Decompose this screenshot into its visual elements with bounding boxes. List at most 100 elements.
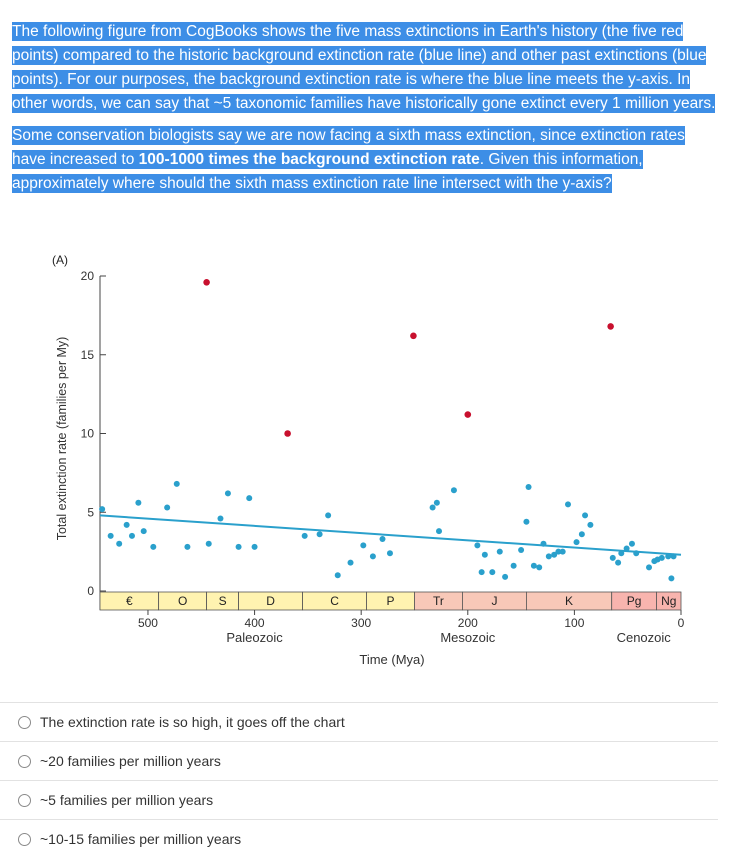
background-extinction-point [646,564,653,571]
mass-extinction-point [284,430,291,437]
background-extinction-point [518,547,525,554]
background-extinction-point [379,536,386,543]
background-extinction-point [573,539,580,546]
background-extinction-point [665,553,672,560]
background-extinction-point [478,569,485,576]
radio-button[interactable] [18,754,31,768]
mass-extinction-point [203,279,210,286]
background-extinction-point [164,504,171,511]
answer-option-10-15[interactable]: ~10-15 families per million years [0,819,718,858]
period-label: Pg [627,594,642,608]
period-label: D [266,594,275,608]
question-paragraph-2-end: . Given this information, approximately … [12,151,643,192]
background-extinction-point [140,528,147,535]
period-label: P [386,594,394,608]
background-extinction-point [107,532,114,539]
background-extinction-point [184,543,191,550]
background-extinction-point [436,528,443,535]
background-extinction-point [123,521,130,528]
background-extinction-point [633,550,640,557]
x-axis-label: Time (Mya) [359,652,424,667]
radio-button[interactable] [18,793,31,807]
background-extinction-point [525,484,532,491]
radio-button[interactable] [18,832,31,846]
background-extinction-point [564,501,571,508]
x-tick-label: 400 [245,616,265,630]
extinction-rate-chart: (A) 0 5 10 15 20 Total extinction rate (famili… [52,253,685,667]
background-extinction-point [536,564,543,571]
mass-extinction-point [607,323,614,330]
question-text: The following figure from CogBooks shows… [12,20,717,204]
y-tick-label: 5 [87,505,94,519]
x-tick-label: 500 [138,616,158,630]
background-extinction-point [489,569,496,576]
period-label: O [178,594,187,608]
background-extinction-point [316,531,323,538]
background-extinction-point [116,540,123,547]
y-tick-label: 0 [87,584,94,598]
question-paragraph-2: Some conservation biologists say we are … [12,126,685,193]
background-extinction-point [523,518,530,525]
x-tick-label: 100 [564,616,584,630]
era-label: Paleozoic [226,630,283,645]
background-extinction-point [235,543,242,550]
background-extinction-point [217,515,224,522]
background-extinction-point [474,542,481,549]
background-extinction-point [325,512,332,519]
answer-option-20[interactable]: ~20 families per million years [0,741,718,780]
background-extinction-point [150,543,157,550]
background-extinction-point [530,562,537,569]
y-tick-label: 20 [81,269,95,283]
era-label: Mesozoic [440,630,495,645]
answer-option-label: The extinction rate is so high, it goes … [40,714,345,730]
x-tick-label: 0 [678,616,685,630]
answer-option-label: ~20 families per million years [40,753,221,769]
y-axis-label: Total extinction rate (families per My) [55,337,69,541]
background-extinction-point [173,480,180,487]
background-extinction-point [360,542,367,549]
background-extinction-point [135,499,142,506]
background-extinction-point [540,540,547,547]
answer-options: The extinction rate is so high, it goes … [0,702,718,858]
background-extinction-point [502,573,509,580]
y-tick-label: 10 [81,427,95,441]
background-extinction-point [618,550,625,557]
era-label: Cenozoic [617,630,672,645]
background-extinction-point [615,559,622,566]
background-extinction-point [510,562,517,569]
question-paragraph-2-emphasis: 100-1000 times the background extinction… [138,151,480,168]
background-extinction-point [205,540,212,547]
background-extinction-point [99,506,106,513]
background-extinction-point [301,532,308,539]
period-label: Ng [661,594,676,608]
period-label: K [565,594,573,608]
period-label: S [219,594,227,608]
background-extinction-point [429,504,436,511]
y-tick-label: 15 [81,348,95,362]
radio-button[interactable] [18,715,31,729]
period-label: C [330,594,339,608]
background-extinction-point [623,545,630,552]
background-extinction-point [251,543,258,550]
background-extinction-point [433,499,440,506]
background-extinction-point [347,559,354,566]
panel-label: (A) [52,253,68,267]
answer-option-label: ~5 families per million years [40,792,214,808]
background-extinction-point [369,553,376,560]
answer-option-label: ~10-15 families per million years [40,831,242,847]
background-extinction-point [334,572,341,579]
background-extinction-point [628,540,635,547]
period-label: Tr [433,594,444,608]
background-extinction-point [555,548,562,555]
background-extinction-rate-line [99,514,682,556]
background-extinction-point [450,487,457,494]
period-label: € [126,594,133,608]
x-tick-label: 200 [458,616,478,630]
background-extinction-point [587,521,594,528]
answer-option-off-chart[interactable]: The extinction rate is so high, it goes … [0,702,718,741]
answer-option-5[interactable]: ~5 families per million years [0,780,718,819]
question-paragraph-2-start: Some conservation biologists say we are … [12,127,685,168]
question-paragraph-1: The following figure from CogBooks shows… [12,22,716,113]
background-extinction-point [551,551,558,558]
mass-extinction-point [410,332,417,340]
